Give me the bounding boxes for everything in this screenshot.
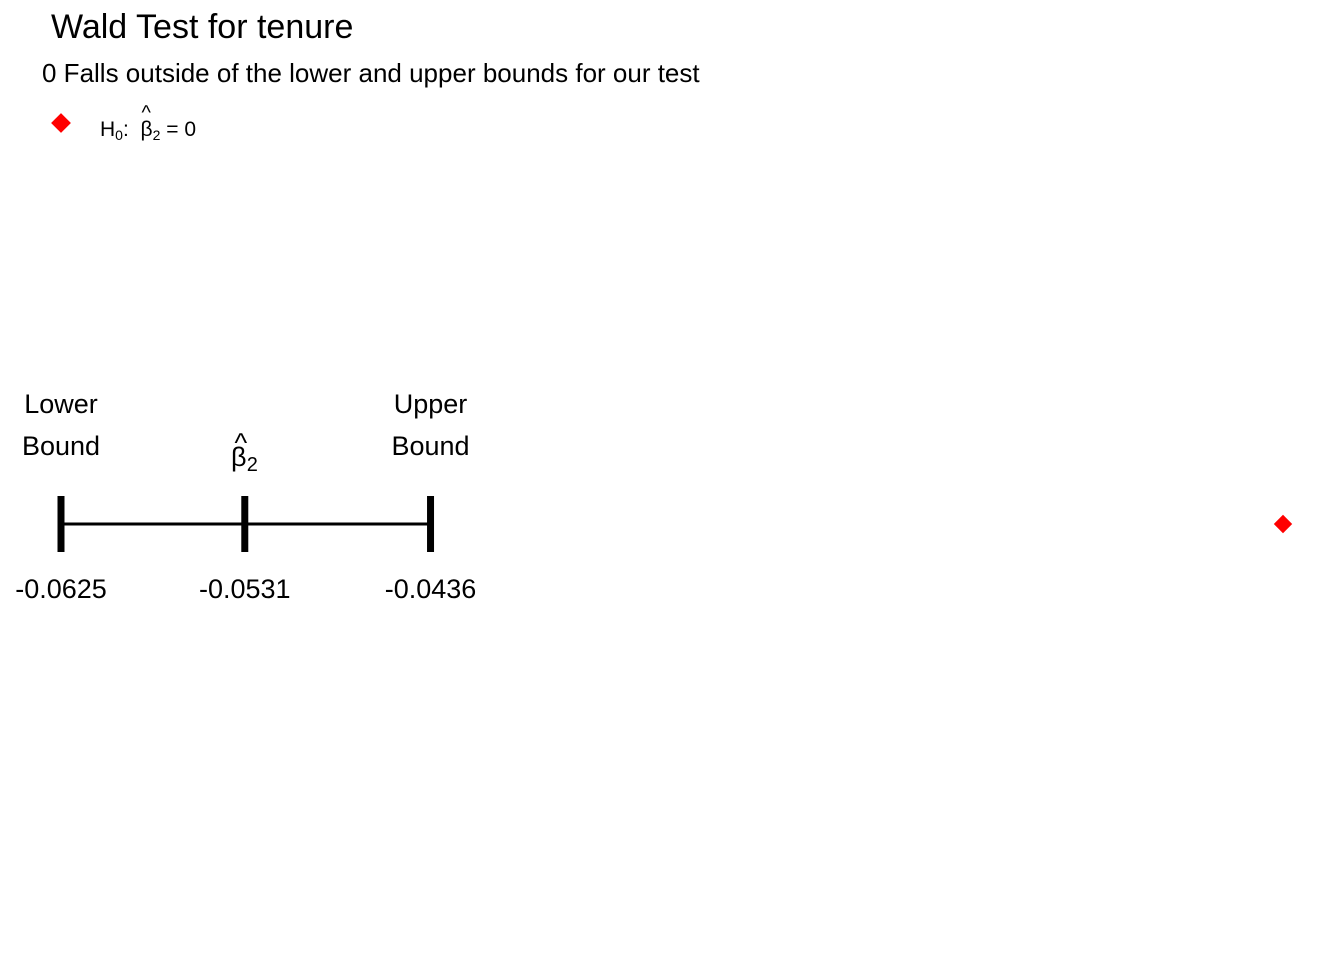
legend-beta-subscript: 2 — [152, 127, 161, 143]
lower-bound-value: -0.0625 — [15, 574, 107, 604]
estimate-subscript: 2 — [247, 454, 258, 476]
legend: H0: β2 = 0 — [51, 102, 352, 146]
chart-title: Wald Test for tenure — [51, 8, 354, 46]
chart-subtitle: 0 Falls outside of the lower and upper b… — [42, 58, 700, 88]
estimate-beta-letter: β — [231, 442, 247, 472]
lower-bound-name-line2: Bound — [22, 431, 100, 461]
legend-h-symbol: H — [100, 118, 116, 141]
estimate-hat-mark: ^ — [234, 428, 247, 458]
legend-beta-symbol: β — [140, 102, 152, 142]
legend-h-subscript: 0 — [115, 127, 123, 143]
legend-equals-text: = 0 — [166, 118, 196, 141]
legend-label: H0: β2 = 0 — [100, 102, 196, 143]
upper-bound-name-line1: Upper — [394, 389, 468, 419]
upper-bound-name-line2: Bound — [391, 431, 469, 461]
lower-bound-name-line1: Lower — [24, 389, 98, 419]
upper-bound-value: -0.0436 — [385, 574, 477, 604]
estimate-symbol: ^ β 2 — [231, 428, 258, 476]
estimate-value: -0.0531 — [199, 574, 291, 604]
null-hypothesis-marker — [1273, 514, 1293, 534]
